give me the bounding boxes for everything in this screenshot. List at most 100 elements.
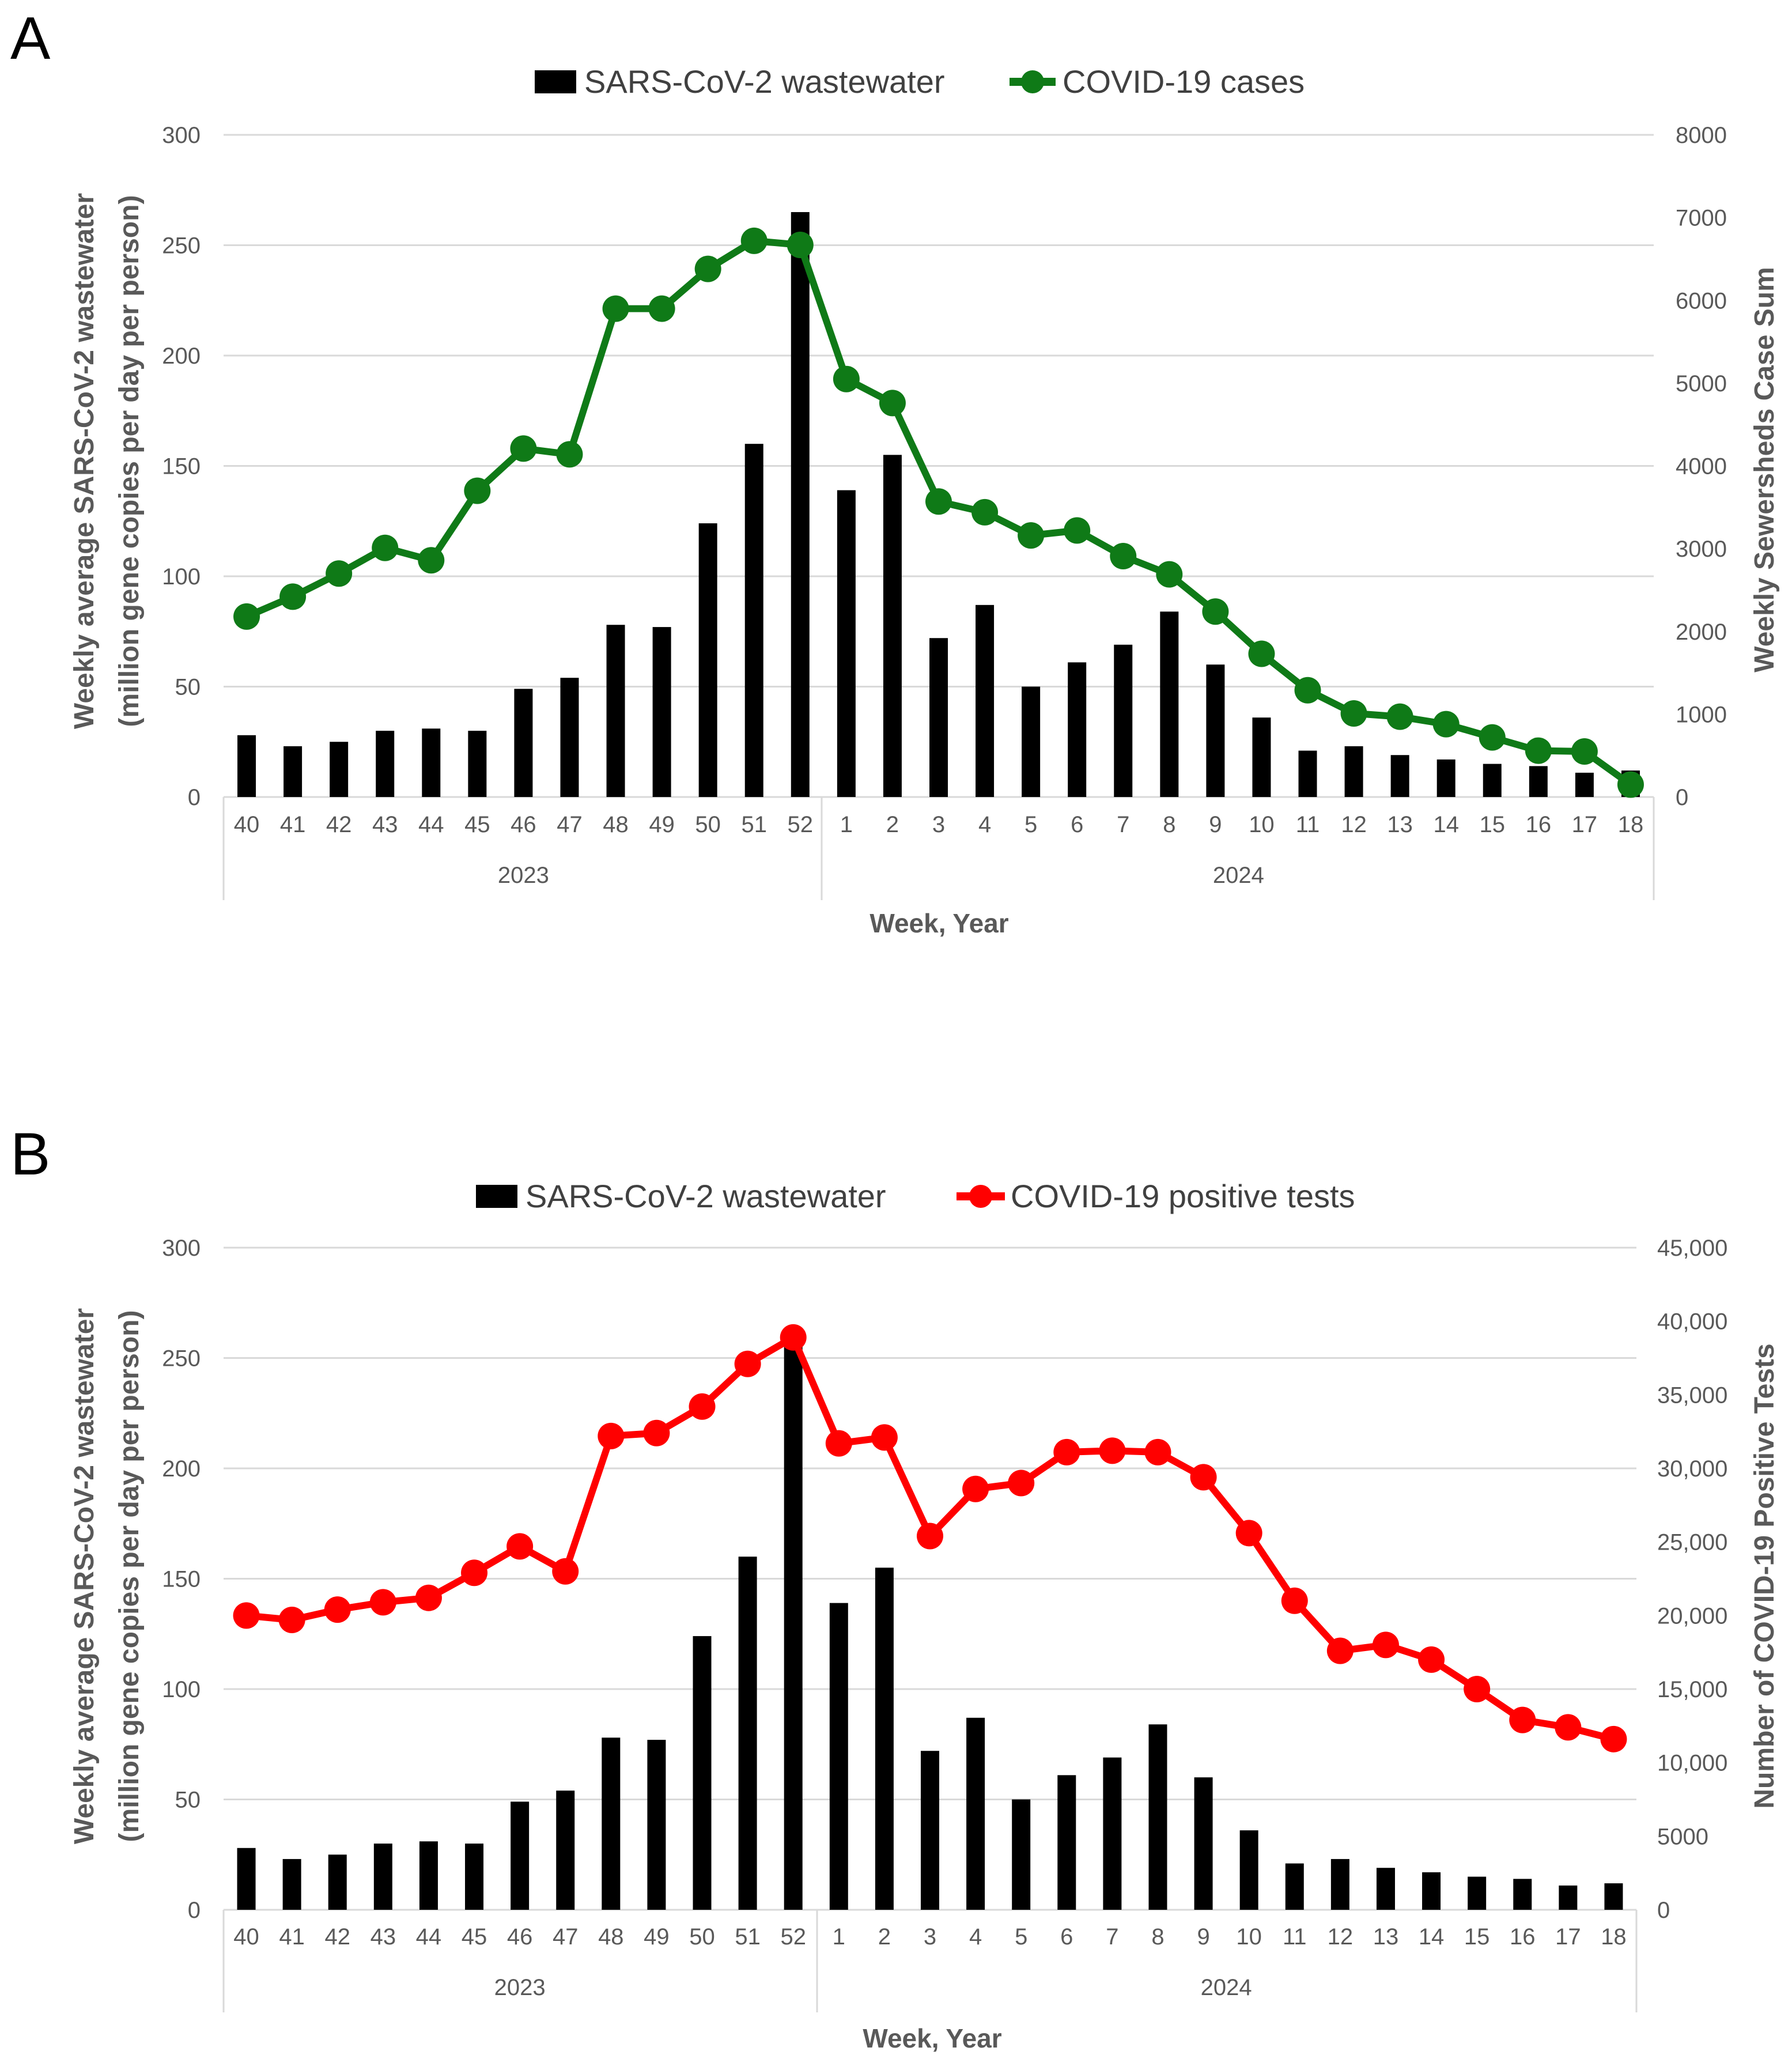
line-marker [233, 1602, 260, 1629]
x-tick-label: 45 [462, 1924, 487, 1950]
line-marker [1018, 522, 1045, 549]
panel-a-x-axis: 40 41 42 43 44 45 46 47 48 49 50 51 52 1 2 3 4 5 6 7 8 9 10 11 1… [222, 797, 1655, 900]
x-tick-label: 52 [788, 812, 814, 837]
line-marker [1053, 1438, 1080, 1465]
x-tick-label: 52 [780, 1924, 806, 1950]
line-marker [643, 1419, 670, 1446]
year-label: 2024 [1213, 863, 1264, 888]
x-tick-label: 1 [840, 812, 853, 837]
line-marker [1340, 700, 1367, 727]
wastewater-bar [883, 455, 902, 797]
line-marker [1555, 1714, 1582, 1741]
line-marker [740, 227, 768, 254]
x-tick-label: 16 [1510, 1924, 1536, 1950]
panel-a-right-axis: 0 1000 2000 3000 4000 5000 6000 7000 8000 [1676, 123, 1727, 810]
wastewater-bar [1344, 746, 1363, 797]
x-tick-label: 10 [1249, 812, 1275, 837]
wastewater-bar [738, 1557, 757, 1910]
wastewater-bar [1022, 686, 1041, 797]
line-marker [1571, 738, 1598, 765]
x-tick-label: 44 [416, 1924, 442, 1950]
wastewater-bar [1068, 662, 1087, 797]
wastewater-bar [602, 1737, 621, 1910]
x-tick-label: 49 [644, 1924, 670, 1950]
x-tick-label: 2 [886, 812, 899, 837]
line-marker [787, 232, 814, 259]
wastewater-bar [283, 746, 303, 797]
line-marker [1235, 1520, 1262, 1547]
wastewater-bar [422, 728, 441, 797]
wastewater-bar [1513, 1879, 1532, 1910]
line-marker [464, 477, 491, 504]
wastewater-bar [330, 742, 349, 797]
wastewater-bar [1422, 1872, 1441, 1910]
x-tick-label: 48 [603, 812, 629, 837]
wastewater-bar [1298, 750, 1317, 797]
legend-label-wastewater: SARS-CoV-2 wastewater [584, 63, 945, 100]
x-tick-label: 1 [833, 1924, 845, 1950]
line-marker [734, 1350, 761, 1377]
left-tick-label: 100 [162, 564, 201, 590]
wastewater-bar [1012, 1799, 1031, 1910]
year-label: 2023 [494, 1975, 546, 2000]
x-tick-label: 9 [1197, 1924, 1209, 1950]
line-marker [1281, 1587, 1308, 1614]
wastewater-bar [921, 1751, 939, 1910]
wastewater-bar [606, 625, 625, 797]
right-tick-label: 6000 [1676, 288, 1727, 313]
line-marker [415, 1584, 442, 1611]
wastewater-bar [647, 1740, 666, 1910]
line-marker [1372, 1631, 1399, 1659]
x-tick-label: 44 [418, 812, 444, 837]
x-tick-label: 12 [1341, 812, 1367, 837]
x-tick-label: 8 [1151, 1924, 1164, 1950]
right-tick-label: 7000 [1676, 206, 1727, 231]
x-tick-label: 15 [1464, 1924, 1490, 1950]
line-marker [871, 1424, 898, 1451]
panel-b-left-axis-title-line1: Weekly average SARS-CoV-2 wastewater [69, 1308, 100, 1844]
x-tick-label: 47 [557, 812, 583, 837]
wastewater-bar [1330, 1859, 1349, 1910]
wastewater-bar [693, 1636, 712, 1910]
wastewater-bar [511, 1801, 530, 1910]
wastewater-bar [1390, 755, 1409, 797]
line-marker [369, 1589, 396, 1616]
right-tick-label: 30,000 [1657, 1456, 1727, 1482]
wastewater-bar [1559, 1885, 1578, 1910]
wastewater-bar [237, 735, 256, 797]
left-tick-label: 150 [162, 454, 201, 479]
x-tick-label: 5 [1015, 1924, 1027, 1950]
line-marker [962, 1475, 989, 1502]
x-tick-label: 18 [1601, 1924, 1627, 1950]
x-tick-label: 11 [1283, 1924, 1307, 1950]
x-tick-label: 50 [695, 812, 721, 837]
wastewater-bar [376, 731, 395, 797]
panel-b-bars [237, 1336, 1623, 1910]
wastewater-bar [1239, 1830, 1258, 1910]
x-tick-label: 8 [1163, 812, 1175, 837]
x-tick-label: 6 [1071, 812, 1083, 837]
line-marker [825, 1430, 852, 1457]
x-tick-label: 3 [932, 812, 945, 837]
wastewater-bar [966, 1717, 985, 1910]
x-tick-label: 46 [511, 812, 536, 837]
x-tick-label: 17 [1572, 812, 1598, 837]
left-tick-label: 100 [162, 1677, 201, 1702]
x-tick-label: 15 [1480, 812, 1506, 837]
left-tick-label: 300 [162, 123, 201, 148]
line-marker [461, 1559, 488, 1587]
legend-label-positive-tests: COVID-19 positive tests [1011, 1178, 1355, 1214]
right-tick-label: 10,000 [1657, 1751, 1727, 1776]
legend-marker-cases [1021, 70, 1044, 93]
wastewater-bar [1252, 717, 1271, 797]
chart-panel-a: A SARS-CoV-2 wastewater COVID-19 cases 0… [10, 5, 1780, 938]
panel-a-right-axis-title: Weekly Sewersheds Case Sum [1749, 267, 1780, 672]
legend-label-cases: COVID-19 cases [1063, 63, 1305, 100]
left-tick-label: 200 [162, 343, 201, 369]
x-tick-label: 14 [1419, 1924, 1445, 1950]
x-tick-label: 48 [598, 1924, 624, 1950]
right-tick-label: 1000 [1676, 702, 1727, 727]
x-tick-label: 11 [1296, 812, 1320, 837]
line-marker [694, 255, 721, 282]
x-tick-label: 3 [924, 1924, 936, 1950]
